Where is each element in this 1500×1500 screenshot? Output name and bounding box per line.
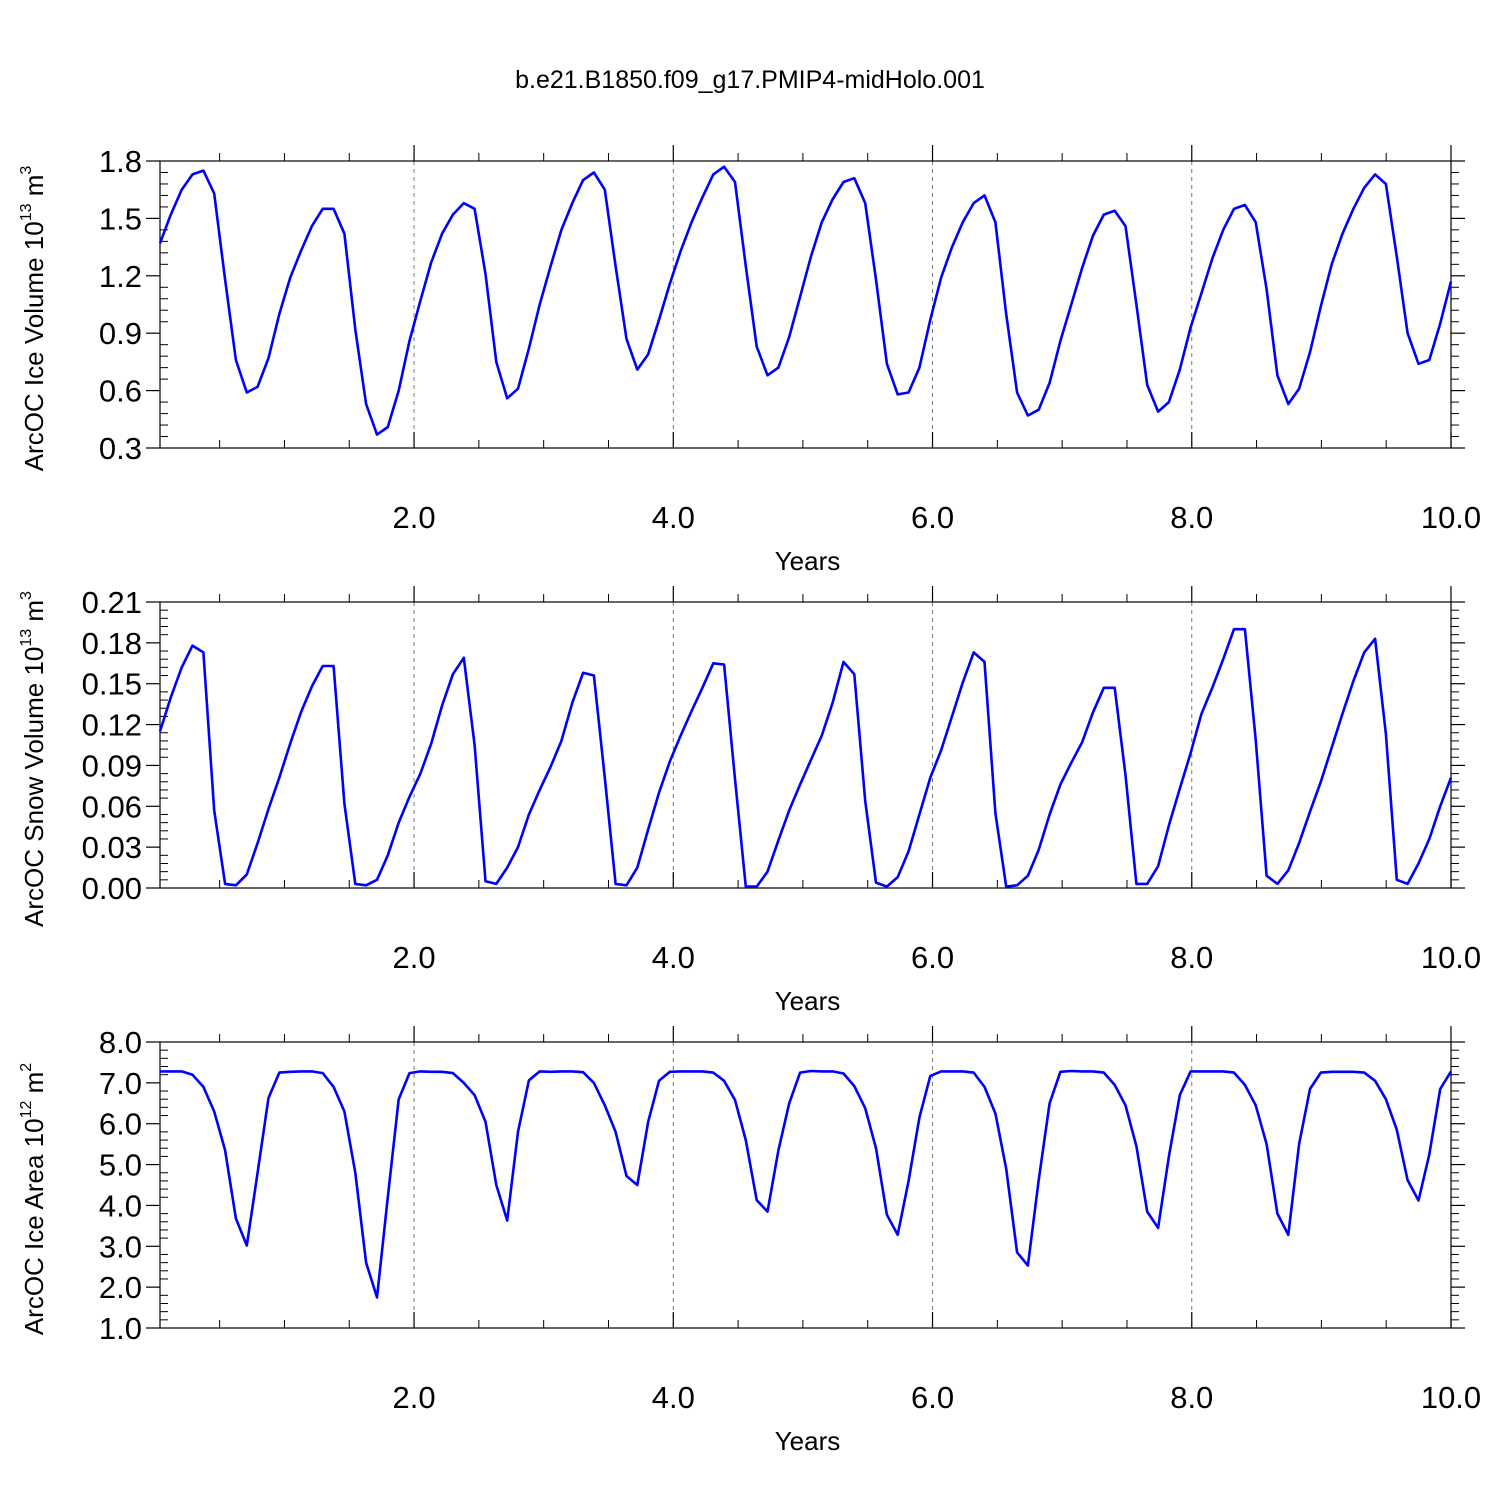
ice-area-ytick-label: 3.0 (99, 1229, 142, 1264)
ice-area-xtick-label: 8.0 (1170, 1380, 1213, 1415)
ice-volume-xtick-label: 4.0 (652, 500, 695, 535)
ice-area-plot-frame (159, 1041, 1452, 1329)
ice-area-x-axis-label: Years (775, 1426, 841, 1456)
ice-area-ytick-label: 6.0 (99, 1107, 142, 1142)
snow-volume-ytick-label: 0.12 (82, 708, 142, 743)
snow-volume-ytick-label: 0.06 (82, 789, 142, 824)
ice-volume-xtick-label: 2.0 (392, 500, 435, 535)
ice-volume-ytick-label: 1.8 (99, 144, 142, 179)
ice-volume-series-line (158, 165, 1453, 436)
ice-volume-y-axis-label: ArcOC Ice Volume 1013 m3 (18, 166, 49, 472)
ice-volume-ytick-label: 0.6 (99, 374, 142, 409)
ice-area-series-line (160, 1069, 1453, 1299)
ice-area-panel: 1.0 2.0 3.0 4.0 5.0 6.0 7.0 8.0 2.0 4.0 6.0 8.0 10.0… (18, 1025, 1481, 1456)
snow-volume-xtick-label: 2.0 (392, 940, 435, 975)
snow-volume-xtick-label: 6.0 (911, 940, 954, 975)
ice-area-ytick-label: 8.0 (99, 1025, 142, 1060)
ice-volume-xtick-label: 10.0 (1421, 500, 1481, 535)
snow-volume-panel: 0.00 0.03 0.06 0.09 0.12 0.15 0.18 0.21 2.0 4.0 6.… (18, 585, 1481, 1016)
snow-volume-y-axis-label: ArcOC Snow Volume 1013 m3 (18, 591, 49, 927)
ice-area-xtick-label: 6.0 (911, 1380, 954, 1415)
ice-volume-x-axis-label: Years (775, 546, 841, 576)
ice-volume-ytick-label: 1.5 (99, 201, 142, 236)
snow-volume-plot-frame (159, 601, 1452, 889)
ice-area-xtick-label: 2.0 (392, 1380, 435, 1415)
snow-volume-ytick-label: 0.00 (82, 871, 142, 906)
ice-area-ytick-label: 1.0 (99, 1311, 142, 1346)
ice-volume-ytick-label: 1.2 (99, 259, 142, 294)
ice-area-ytick-label: 7.0 (99, 1066, 142, 1101)
snow-volume-xtick-label: 10.0 (1421, 940, 1481, 975)
snow-volume-ytick-label: 0.03 (82, 830, 142, 865)
figure-title: b.e21.B1850.f09_g17.PMIP4-midHolo.001 (515, 66, 985, 94)
ice-area-ytick-label: 5.0 (99, 1148, 142, 1183)
ice-volume-panel: 0.3 0.6 0.9 1.2 1.5 1.8 2.0 4.0 6.0 8.0 10.0 Years A… (18, 144, 1481, 576)
snow-volume-series-line (158, 627, 1453, 888)
snow-volume-xtick-label: 4.0 (652, 940, 695, 975)
ice-area-y-axis-label: ArcOC Ice Area 1012 m2 (18, 1063, 49, 1335)
snow-volume-ytick-label: 0.18 (82, 626, 142, 661)
snow-volume-x-axis-label: Years (775, 986, 841, 1016)
ice-area-ytick-label: 2.0 (99, 1270, 142, 1305)
snow-volume-ytick-label: 0.15 (82, 667, 142, 702)
ice-volume-plot-frame (159, 160, 1452, 449)
snow-volume-xtick-label: 8.0 (1170, 940, 1213, 975)
ice-volume-ytick-label: 0.3 (99, 431, 142, 466)
ice-volume-xtick-label: 8.0 (1170, 500, 1213, 535)
ice-volume-ytick-label: 0.9 (99, 316, 142, 351)
snow-volume-ytick-label: 0.09 (82, 748, 142, 783)
ice-area-xtick-label: 10.0 (1421, 1380, 1481, 1415)
snow-volume-ytick-label: 0.21 (82, 585, 142, 620)
ice-area-xtick-label: 4.0 (652, 1380, 695, 1415)
ice-area-ytick-label: 4.0 (99, 1188, 142, 1223)
ice-volume-xtick-label: 6.0 (911, 500, 954, 535)
